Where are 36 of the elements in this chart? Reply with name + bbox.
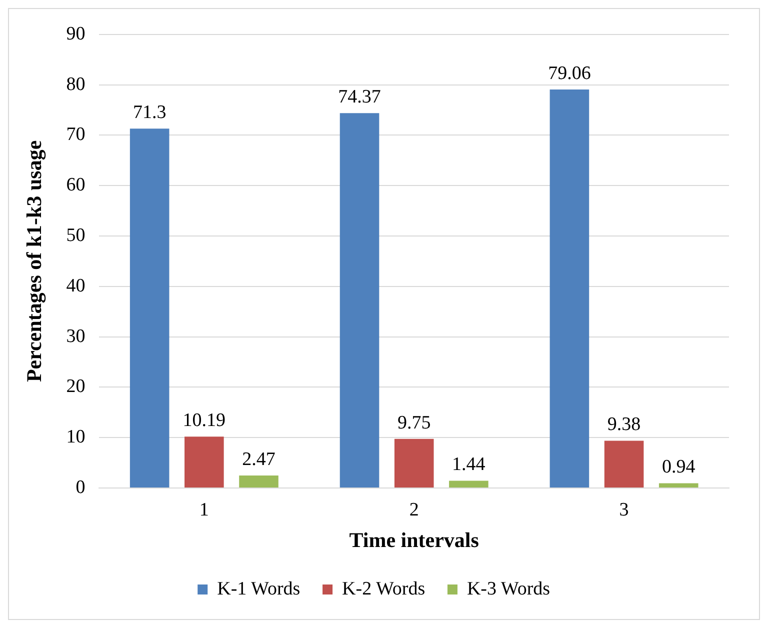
data-label: 74.37 [338,86,381,108]
x-tick-label: 2 [409,499,419,520]
bar [550,90,590,488]
bar [604,440,644,488]
data-label: 1.44 [452,454,486,476]
data-label: 0.94 [662,456,696,478]
legend-label: K-2 Words [342,578,426,600]
y-tick-label: 80 [66,74,86,95]
bar [184,436,224,488]
y-tick-label: 30 [66,326,86,347]
y-tick-label: 50 [66,224,86,246]
data-label: 71.3 [132,102,166,124]
y-tick-label: 0 [76,476,86,498]
bar [239,476,278,488]
x-tick-label: 1 [199,499,209,520]
data-label: 2.47 [242,449,276,470]
bar [130,128,170,488]
y-tick-label: 10 [66,426,86,448]
data-label: 9.38 [607,414,641,436]
y-tick-label: 40 [66,275,86,296]
y-tick-label: 90 [66,23,86,44]
data-label: 10.19 [182,410,226,432]
legend-label: K-1 Words [217,578,300,600]
x-tick-label: 3 [619,499,629,520]
bar [340,113,380,488]
legend-label: K-3 Words [466,578,550,600]
bar [394,438,434,488]
data-label: 9.75 [397,412,431,434]
y-tick-label: 70 [66,124,86,146]
y-tick-label: 20 [66,376,86,398]
data-label: 79.06 [548,63,591,84]
bar [449,480,488,488]
x-axis-title: Time intervals [349,528,479,552]
y-axis-title: Percentages of k1-k3 usage [22,140,46,382]
bar [658,483,698,488]
y-tick-label: 60 [66,174,86,196]
